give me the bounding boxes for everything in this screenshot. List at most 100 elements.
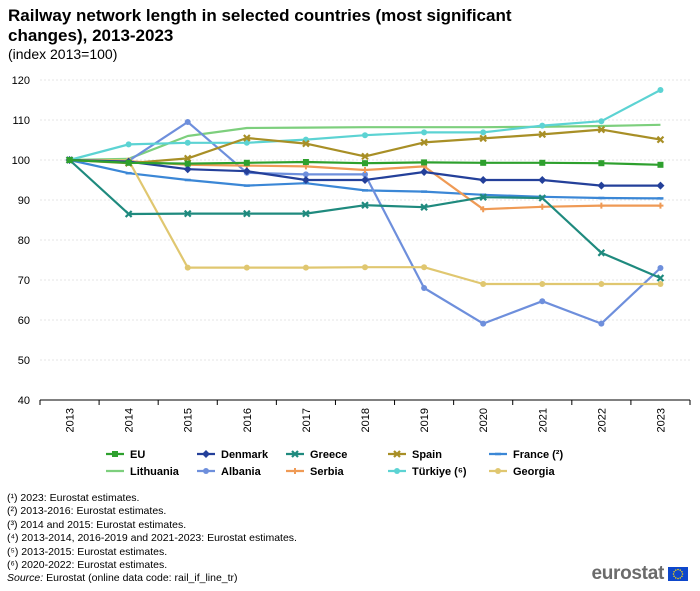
y-tick-label: 120 [12,75,30,87]
legend-label: Greece [310,449,347,461]
legend-item: Georgia [489,466,555,478]
data-point [538,130,547,139]
footnote: (⁵) 2013-2015: Eurostat estimates. [7,545,168,558]
data-point [243,159,250,166]
data-point [243,139,250,146]
data-point [362,160,368,167]
x-tick-label: 2013 [65,408,77,432]
legend-label: Spain [412,449,442,461]
y-tick-label: 110 [12,115,30,127]
flag-star [679,569,681,571]
data-point [242,167,251,176]
data-point [420,203,428,211]
legend-marker [393,450,401,458]
data-point [480,206,487,213]
data-point [597,125,606,134]
legend-item: EU [106,449,145,461]
data-point [480,281,487,287]
chart-title: Railway network length in selected count… [8,6,512,45]
data-point [301,176,310,184]
data-point [302,209,310,218]
data-point [479,193,487,201]
data-point [362,132,368,139]
data-point [361,152,369,161]
data-point [362,171,368,178]
data-point [657,161,664,168]
data-point [66,157,73,163]
eu-flag-icon [668,567,688,581]
x-axis: 2013 2014 2015 2016 2017 2018 2019 2020 2021 2022… [39,400,691,432]
legend-label: Denmark [221,449,269,461]
data-point [538,194,547,202]
data-point [183,165,192,174]
data-point [657,281,664,287]
x-tick-label: 2014 [124,408,136,432]
data-point [124,210,133,218]
eurostat-logo: eurostat [591,563,688,585]
legend-marker [202,450,210,458]
legend-label: Georgia [513,466,555,478]
footnote: (²) 2013-2016: Eurostat estimates. [7,505,167,518]
data-point [421,159,428,166]
legend-marker [495,468,501,474]
flag-star [681,575,683,577]
source-label: Source: [7,572,44,585]
data-point [597,181,606,190]
data-point [302,264,309,271]
footnote: (¹) 2023: Eurostat estimates. [7,492,140,504]
legend-item: Serbia [286,466,345,478]
flag-star [675,577,677,579]
data-point [420,138,428,147]
legend-marker [394,468,400,474]
data-point [243,264,250,271]
chart-subtitle: (index 2013=100) [8,46,118,62]
data-point [480,129,487,136]
x-tick-label: 2021 [537,408,549,432]
data-point [361,176,369,184]
data-point [539,159,546,166]
x-tick-label: 2015 [183,408,195,432]
flag-background [668,567,688,581]
data-point [184,264,191,271]
y-tick-label: 60 [18,315,30,327]
data-point [361,201,369,209]
data-point [480,159,487,166]
footnotes: (¹) 2023: Eurostat estimates. (²) 2013-2… [7,492,297,586]
legend-item: Spain [388,449,442,461]
data-point [125,159,132,166]
footnote: (³) 2014 and 2015: Eurostat estimates. [7,518,187,531]
legend-item: Türkiye (⁶) [388,466,467,478]
legend-item: Albania [197,466,262,478]
data-point [539,281,546,287]
data-point [125,141,132,148]
x-tick-label: 2020 [478,408,490,432]
y-axis: 40 50 60 70 80 90 100 110 120 [12,75,30,407]
footnote: (⁶) 2020-2022: Eurostat estimates. [7,559,168,572]
y-tick-label: 100 [12,155,30,167]
source-text: Eurostat (online data code: rail_if_line… [43,572,238,585]
legend-item: France (²) [489,449,563,461]
series-8 [66,87,664,163]
legend-label: EU [130,449,145,461]
data-point [656,274,665,282]
y-tick-label: 90 [18,195,30,207]
series-0 [66,157,664,168]
series-group [65,87,665,327]
legend-marker [112,451,118,457]
data-point [598,202,605,209]
legend-label: Serbia [310,466,345,478]
x-tick-label: 2019 [419,408,431,432]
y-tick-label: 80 [18,235,30,247]
data-point [421,129,428,136]
data-point [479,176,488,184]
y-tick-label: 50 [18,355,30,367]
series-line [69,120,662,325]
data-point [184,119,191,125]
x-tick-label: 2022 [596,408,608,432]
gridlines [40,79,690,401]
legend-label: Türkiye (⁶) [412,466,467,478]
footnote: (⁴) 2013-2014, 2016-2019 and 2021-2023: … [7,532,297,545]
data-point [183,209,192,218]
series-line [69,89,661,162]
